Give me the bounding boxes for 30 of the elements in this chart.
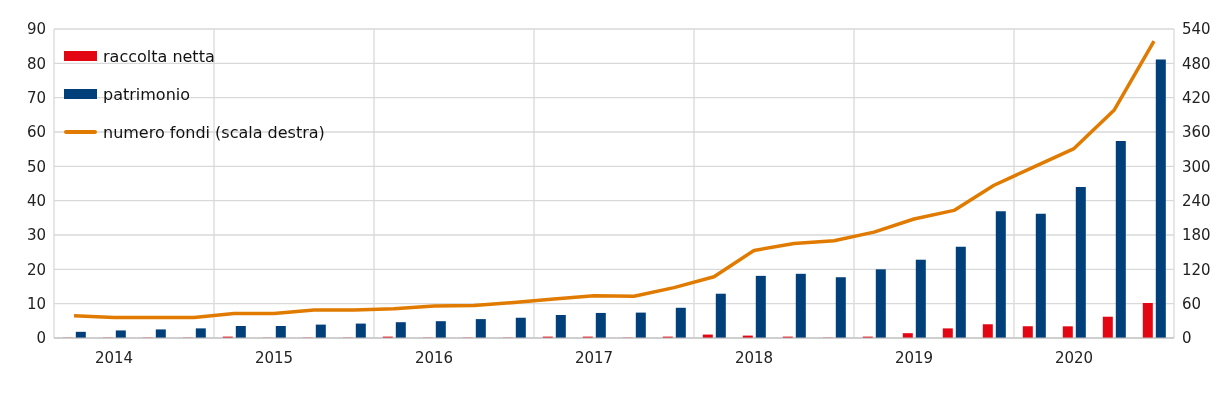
legend-label: numero fondi (scala destra) xyxy=(103,122,325,142)
x-tick-label: 2016 xyxy=(414,348,454,367)
y2-tick-label: 240 xyxy=(1182,191,1211,210)
y2-tick-label: 480 xyxy=(1182,54,1211,73)
y-tick-label: 90 xyxy=(26,20,46,39)
y2-tick-label: 180 xyxy=(1182,226,1211,245)
y2-tick-label: 120 xyxy=(1182,260,1211,279)
legend-label: raccolta netta xyxy=(103,46,215,66)
y-tick-label: 20 xyxy=(26,260,46,279)
y2-tick-label: 60 xyxy=(1182,294,1202,313)
y2-tick-label: 360 xyxy=(1182,123,1211,142)
x-tick-label: 2017 xyxy=(574,348,614,367)
y-tick-label: 0 xyxy=(36,329,46,348)
y2-tick-label: 300 xyxy=(1182,157,1211,176)
y-tick-label: 30 xyxy=(26,226,46,245)
legend-label: patrimonio xyxy=(103,84,191,104)
y2-tick-label: 540 xyxy=(1182,20,1211,39)
x-tick-label: 2019 xyxy=(894,348,934,367)
x-tick-label: 2020 xyxy=(1054,348,1094,367)
y2-tick-label: 420 xyxy=(1182,88,1211,107)
y-tick-label: 60 xyxy=(26,123,46,142)
x-tick-label: 2014 xyxy=(94,348,134,367)
y-tick-label: 70 xyxy=(26,88,46,107)
y-tick-label: 50 xyxy=(26,157,46,176)
y-tick-label: 80 xyxy=(26,54,46,73)
y-tick-label: 40 xyxy=(26,191,46,210)
x-tick-label: 2015 xyxy=(254,348,294,367)
x-tick-label: 2018 xyxy=(734,348,774,367)
y2-tick-label: 0 xyxy=(1182,329,1192,348)
y-tick-label: 10 xyxy=(26,294,46,313)
